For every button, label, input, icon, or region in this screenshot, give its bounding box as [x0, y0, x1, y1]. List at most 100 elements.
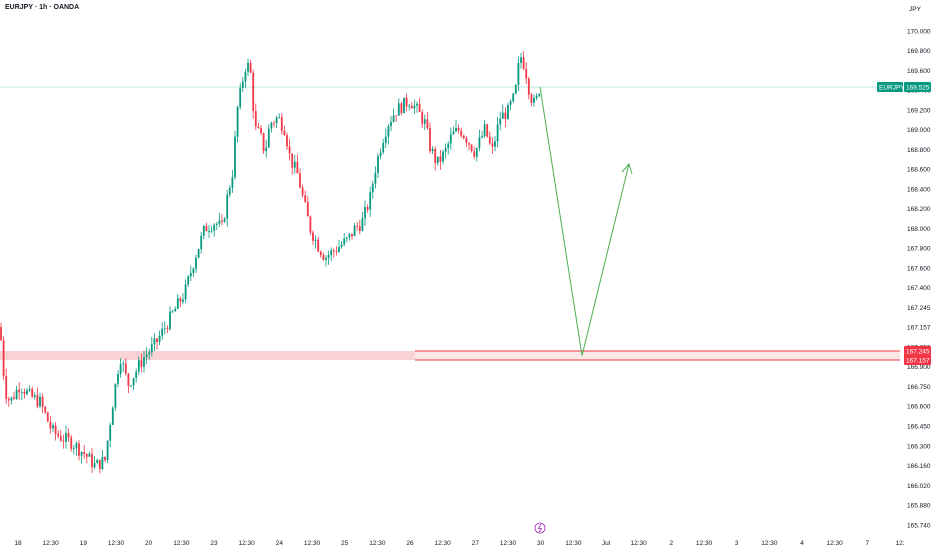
candle-body[interactable]: [70, 437, 73, 449]
candle-body[interactable]: [283, 130, 286, 136]
candle-body[interactable]: [413, 105, 416, 109]
candle-body[interactable]: [106, 440, 109, 461]
candle-body[interactable]: [0, 327, 2, 341]
candle-body[interactable]: [317, 239, 320, 252]
candle-body[interactable]: [387, 126, 390, 137]
candle-body[interactable]: [265, 147, 268, 152]
candle-body[interactable]: [475, 148, 478, 157]
candle-body[interactable]: [322, 255, 325, 260]
candle-body[interactable]: [72, 448, 75, 449]
candle-body[interactable]: [457, 128, 460, 131]
candle-body[interactable]: [501, 112, 504, 119]
candle-body[interactable]: [462, 135, 465, 139]
candle-body[interactable]: [65, 433, 67, 442]
candle-body[interactable]: [91, 453, 93, 468]
candle-body[interactable]: [330, 250, 333, 256]
candle-body[interactable]: [7, 399, 10, 401]
candle-body[interactable]: [379, 152, 382, 157]
candle-body[interactable]: [109, 424, 112, 441]
candle-body[interactable]: [75, 443, 78, 449]
candle-body[interactable]: [202, 225, 205, 236]
candle-body[interactable]: [483, 124, 486, 137]
candle-body[interactable]: [416, 103, 418, 106]
candle-body[interactable]: [195, 257, 197, 269]
candle-body[interactable]: [156, 338, 158, 342]
candle-body[interactable]: [431, 148, 434, 152]
candle-body[interactable]: [527, 78, 530, 95]
candle-body[interactable]: [124, 363, 127, 374]
candle-body[interactable]: [44, 406, 47, 413]
candle-body[interactable]: [54, 425, 57, 434]
candle-body[interactable]: [306, 201, 309, 217]
candle-body[interactable]: [15, 389, 18, 399]
candle-body[interactable]: [262, 132, 265, 152]
candle-body[interactable]: [280, 117, 283, 131]
candle-body[interactable]: [286, 135, 288, 147]
candle-body[interactable]: [288, 146, 291, 154]
candle-body[interactable]: [78, 443, 80, 456]
candle-body[interactable]: [418, 103, 421, 112]
candle-body[interactable]: [158, 335, 161, 342]
candle-body[interactable]: [473, 151, 476, 157]
candle-body[interactable]: [228, 187, 231, 195]
candle-body[interactable]: [145, 354, 148, 358]
lightning-icon[interactable]: [534, 522, 546, 534]
candle-body[interactable]: [325, 257, 327, 260]
candle-body[interactable]: [132, 378, 135, 386]
candle-body[interactable]: [39, 396, 41, 407]
candle-body[interactable]: [59, 436, 62, 441]
candle-body[interactable]: [299, 173, 301, 188]
candle-body[interactable]: [122, 363, 125, 365]
candle-body[interactable]: [101, 456, 104, 469]
candle-body[interactable]: [192, 268, 195, 274]
candle-body[interactable]: [343, 238, 346, 245]
candle-body[interactable]: [166, 328, 169, 330]
candle-body[interactable]: [67, 433, 70, 438]
candle-body[interactable]: [327, 255, 330, 258]
candle-body[interactable]: [221, 220, 223, 222]
candle-body[interactable]: [455, 128, 457, 132]
candle-body[interactable]: [390, 121, 392, 127]
candle-body[interactable]: [247, 62, 249, 72]
candle-body[interactable]: [335, 251, 338, 252]
candle-body[interactable]: [353, 225, 356, 237]
candle-body[interactable]: [421, 111, 424, 124]
candle-body[interactable]: [509, 101, 512, 105]
candle-body[interactable]: [98, 459, 101, 469]
candle-body[interactable]: [291, 153, 294, 168]
candle-body[interactable]: [117, 374, 119, 384]
candle-body[interactable]: [405, 97, 408, 107]
candle-body[interactable]: [374, 172, 377, 184]
candle-body[interactable]: [179, 298, 182, 302]
candle-body[interactable]: [239, 87, 242, 107]
candle-body[interactable]: [478, 137, 481, 149]
candle-body[interactable]: [522, 57, 525, 69]
candle-body[interactable]: [384, 136, 387, 143]
candle-body[interactable]: [275, 117, 278, 124]
candle-body[interactable]: [23, 391, 26, 395]
candle-body[interactable]: [176, 298, 179, 309]
candle-body[interactable]: [20, 391, 23, 393]
candle-body[interactable]: [80, 451, 83, 456]
candle-body[interactable]: [468, 143, 470, 145]
candle-body[interactable]: [535, 95, 538, 99]
candle-body[interactable]: [499, 118, 502, 125]
candle-body[interactable]: [366, 207, 369, 210]
candle-body[interactable]: [83, 451, 86, 455]
candle-body[interactable]: [46, 412, 49, 422]
candle-body[interactable]: [213, 224, 216, 231]
candle-body[interactable]: [538, 94, 541, 96]
candle-body[interactable]: [197, 249, 200, 258]
candle-body[interactable]: [137, 360, 140, 372]
candle-body[interactable]: [52, 425, 54, 429]
candle-body[interactable]: [338, 246, 340, 252]
candle-body[interactable]: [452, 131, 455, 135]
candle-body[interactable]: [254, 111, 257, 127]
candle-body[interactable]: [252, 72, 255, 112]
candle-body[interactable]: [319, 251, 322, 256]
candle-body[interactable]: [296, 161, 299, 174]
candle-body[interactable]: [169, 311, 171, 330]
candle-body[interactable]: [36, 395, 39, 407]
candle-body[interactable]: [426, 119, 429, 128]
